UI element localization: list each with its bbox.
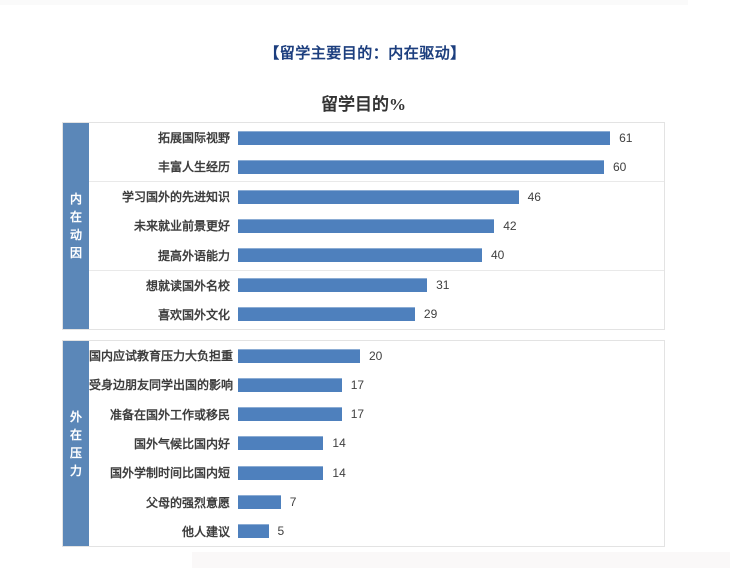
bar-track: 42 [238,218,664,233]
bar-track: 14 [238,436,664,451]
value-label: 17 [350,377,365,392]
bar-track: 29 [238,307,664,322]
bar-track: 17 [238,377,664,392]
bar-row: 国内应试教育压力大负担重 20 [89,341,664,370]
value-label: 20 [369,348,383,363]
value-label: 60 [613,159,627,174]
value-label: 14 [332,465,346,480]
bar [238,159,604,174]
section-sidebar-char: 内 [69,192,82,206]
bar [238,348,360,363]
value-label: 7 [289,495,297,510]
value-label: 61 [619,130,633,145]
bar-track: 20 [238,348,664,363]
section-sidebar-char: 在 [69,427,82,442]
bar [238,307,415,322]
bar-track: 17 [238,407,664,422]
category-label: 想就读国外名校 [145,278,230,293]
section-sidebar-char: 在 [69,210,82,224]
category-label: 提高外语能力 [157,248,230,263]
category-label: 他人建议 [181,524,230,539]
bar-row: 国外气候比国内好 14 [89,429,664,458]
bar-row: 拓展国际视野 61 [89,123,664,152]
section-rows: 国内应试教育压力大负担重 20 受身边朋友同学出国的影响 17 准备在国外工作或移民 17… [89,341,664,546]
value-label: 29 [423,307,438,322]
category-label: 国内应试教育压力大负担重 [89,349,234,364]
chart-title: 留学目的% [321,95,406,114]
bar-row: 受身边朋友同学出国的影响 17 [89,370,664,399]
category-label: 国外气候比国内好 [133,436,230,451]
bar [238,248,482,263]
value-label: 31 [436,278,450,293]
bar [238,130,611,145]
bar [238,189,519,204]
bar-track: 31 [238,278,664,293]
background-strip-bottom [192,552,730,568]
category-label: 准备在国外工作或移民 [109,407,230,422]
value-label: 5 [277,524,285,539]
section-sidebar-char: 力 [69,463,82,478]
bar [238,465,324,480]
background-strip-top [0,0,688,5]
bar-row: 准备在国外工作或移民 17 [89,400,664,429]
chart-section-0: 内在动因 拓展国际视野 61 丰富人生经历 60 学习国外的先进知识 46 未来就业前景更好 4… [62,122,665,330]
bar [238,377,342,392]
bar [238,278,428,293]
page-title: 【留学主要目的：内在驱动】 [264,45,466,62]
bar-track: 46 [238,189,664,204]
bar-row: 想就读国外名校 31 [89,271,664,300]
bar-track: 60 [238,159,664,174]
category-label: 学习国外的先进知识 [121,190,230,205]
category-label: 喜欢国外文化 [157,307,230,322]
bar-row: 丰富人生经历 60 [89,152,664,183]
bar-row: 学习国外的先进知识 46 [89,182,664,211]
value-label: 14 [332,436,346,451]
category-label: 未来就业前景更好 [133,219,230,234]
bar-track: 14 [238,465,664,480]
bar-row: 他人建议 5 [89,517,664,546]
chart-section-1: 外在压力国内应试教育压力大负担重 20 受身边朋友同学出国的影响 17 准备在国外工作或… [62,340,665,547]
section-sidebar-char: 压 [69,445,82,460]
bar [238,524,269,539]
bar-row: 喜欢国外文化 29 [89,300,664,329]
section-sidebar-label: 内在动因 [63,123,89,329]
category-label: 丰富人生经历 [157,160,230,175]
value-label: 46 [527,189,541,204]
category-label: 受身边朋友同学出国的影响 [89,378,234,393]
bar [238,407,342,422]
bar-track: 5 [238,524,664,539]
category-label: 拓展国际视野 [157,131,230,146]
bar [238,495,281,510]
bar-row: 提高外语能力 40 [89,241,664,271]
bar-row: 国外学制时间比国内短 14 [89,458,664,487]
bar-row: 父母的强烈意愿 7 [89,487,664,516]
bar [238,436,324,451]
bar-track: 40 [238,248,664,263]
category-label: 父母的强烈意愿 [145,495,230,510]
bar-row: 未来就业前景更好 42 [89,211,664,240]
bar [238,218,495,233]
section-sidebar-label: 外在压力 [63,341,89,546]
section-rows: 拓展国际视野 61 丰富人生经历 60 学习国外的先进知识 46 未来就业前景更好 42 提高外… [89,123,664,329]
value-label: 40 [491,248,505,263]
value-label: 42 [503,218,517,233]
section-sidebar-char: 外 [69,409,82,424]
bar-track: 7 [238,495,664,510]
category-label: 国外学制时间比国内短 [109,466,230,481]
section-sidebar-char: 因 [69,246,82,260]
section-sidebar-char: 动 [69,228,82,242]
bar-track: 61 [238,130,664,145]
value-label: 17 [350,407,365,422]
